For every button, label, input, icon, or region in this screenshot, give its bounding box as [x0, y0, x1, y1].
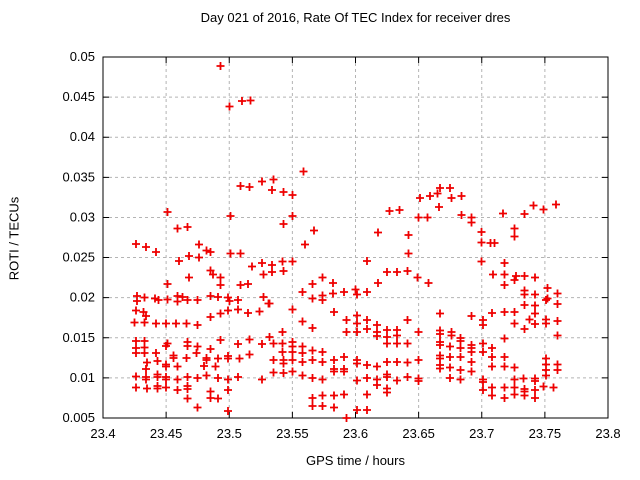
x-tick-label: 23.8	[595, 426, 620, 441]
y-tick-label: 0.005	[62, 410, 95, 425]
y-tick-label: 0.01	[70, 370, 95, 385]
grid-lines	[103, 57, 608, 418]
x-tick-label: 23.5	[217, 426, 242, 441]
y-tick-label: 0.04	[70, 129, 95, 144]
x-axis-label: GPS time / hours	[306, 453, 405, 468]
y-tick-label: 0.05	[70, 49, 95, 64]
data-points	[130, 62, 562, 422]
x-tick-label: 23.65	[402, 426, 435, 441]
x-tick-label: 23.7	[469, 426, 494, 441]
x-tick-label: 23.55	[276, 426, 309, 441]
y-tick-label: 0.015	[62, 330, 95, 345]
plot-border	[102, 56, 609, 419]
y-tick-label: 0.025	[62, 250, 95, 265]
y-tick-label: 0.045	[62, 89, 95, 104]
chart-title: Day 021 of 2016, Rate Of TEC Index for r…	[200, 10, 511, 25]
y-tick-label: 0.035	[62, 169, 95, 184]
x-tick-label: 23.45	[150, 426, 183, 441]
x-tick-label: 23.75	[529, 426, 562, 441]
y-tick-label: 0.02	[70, 290, 95, 305]
x-tick-label: 23.6	[343, 426, 368, 441]
y-tick-label: 0.03	[70, 209, 95, 224]
x-tick-label: 23.4	[90, 426, 115, 441]
